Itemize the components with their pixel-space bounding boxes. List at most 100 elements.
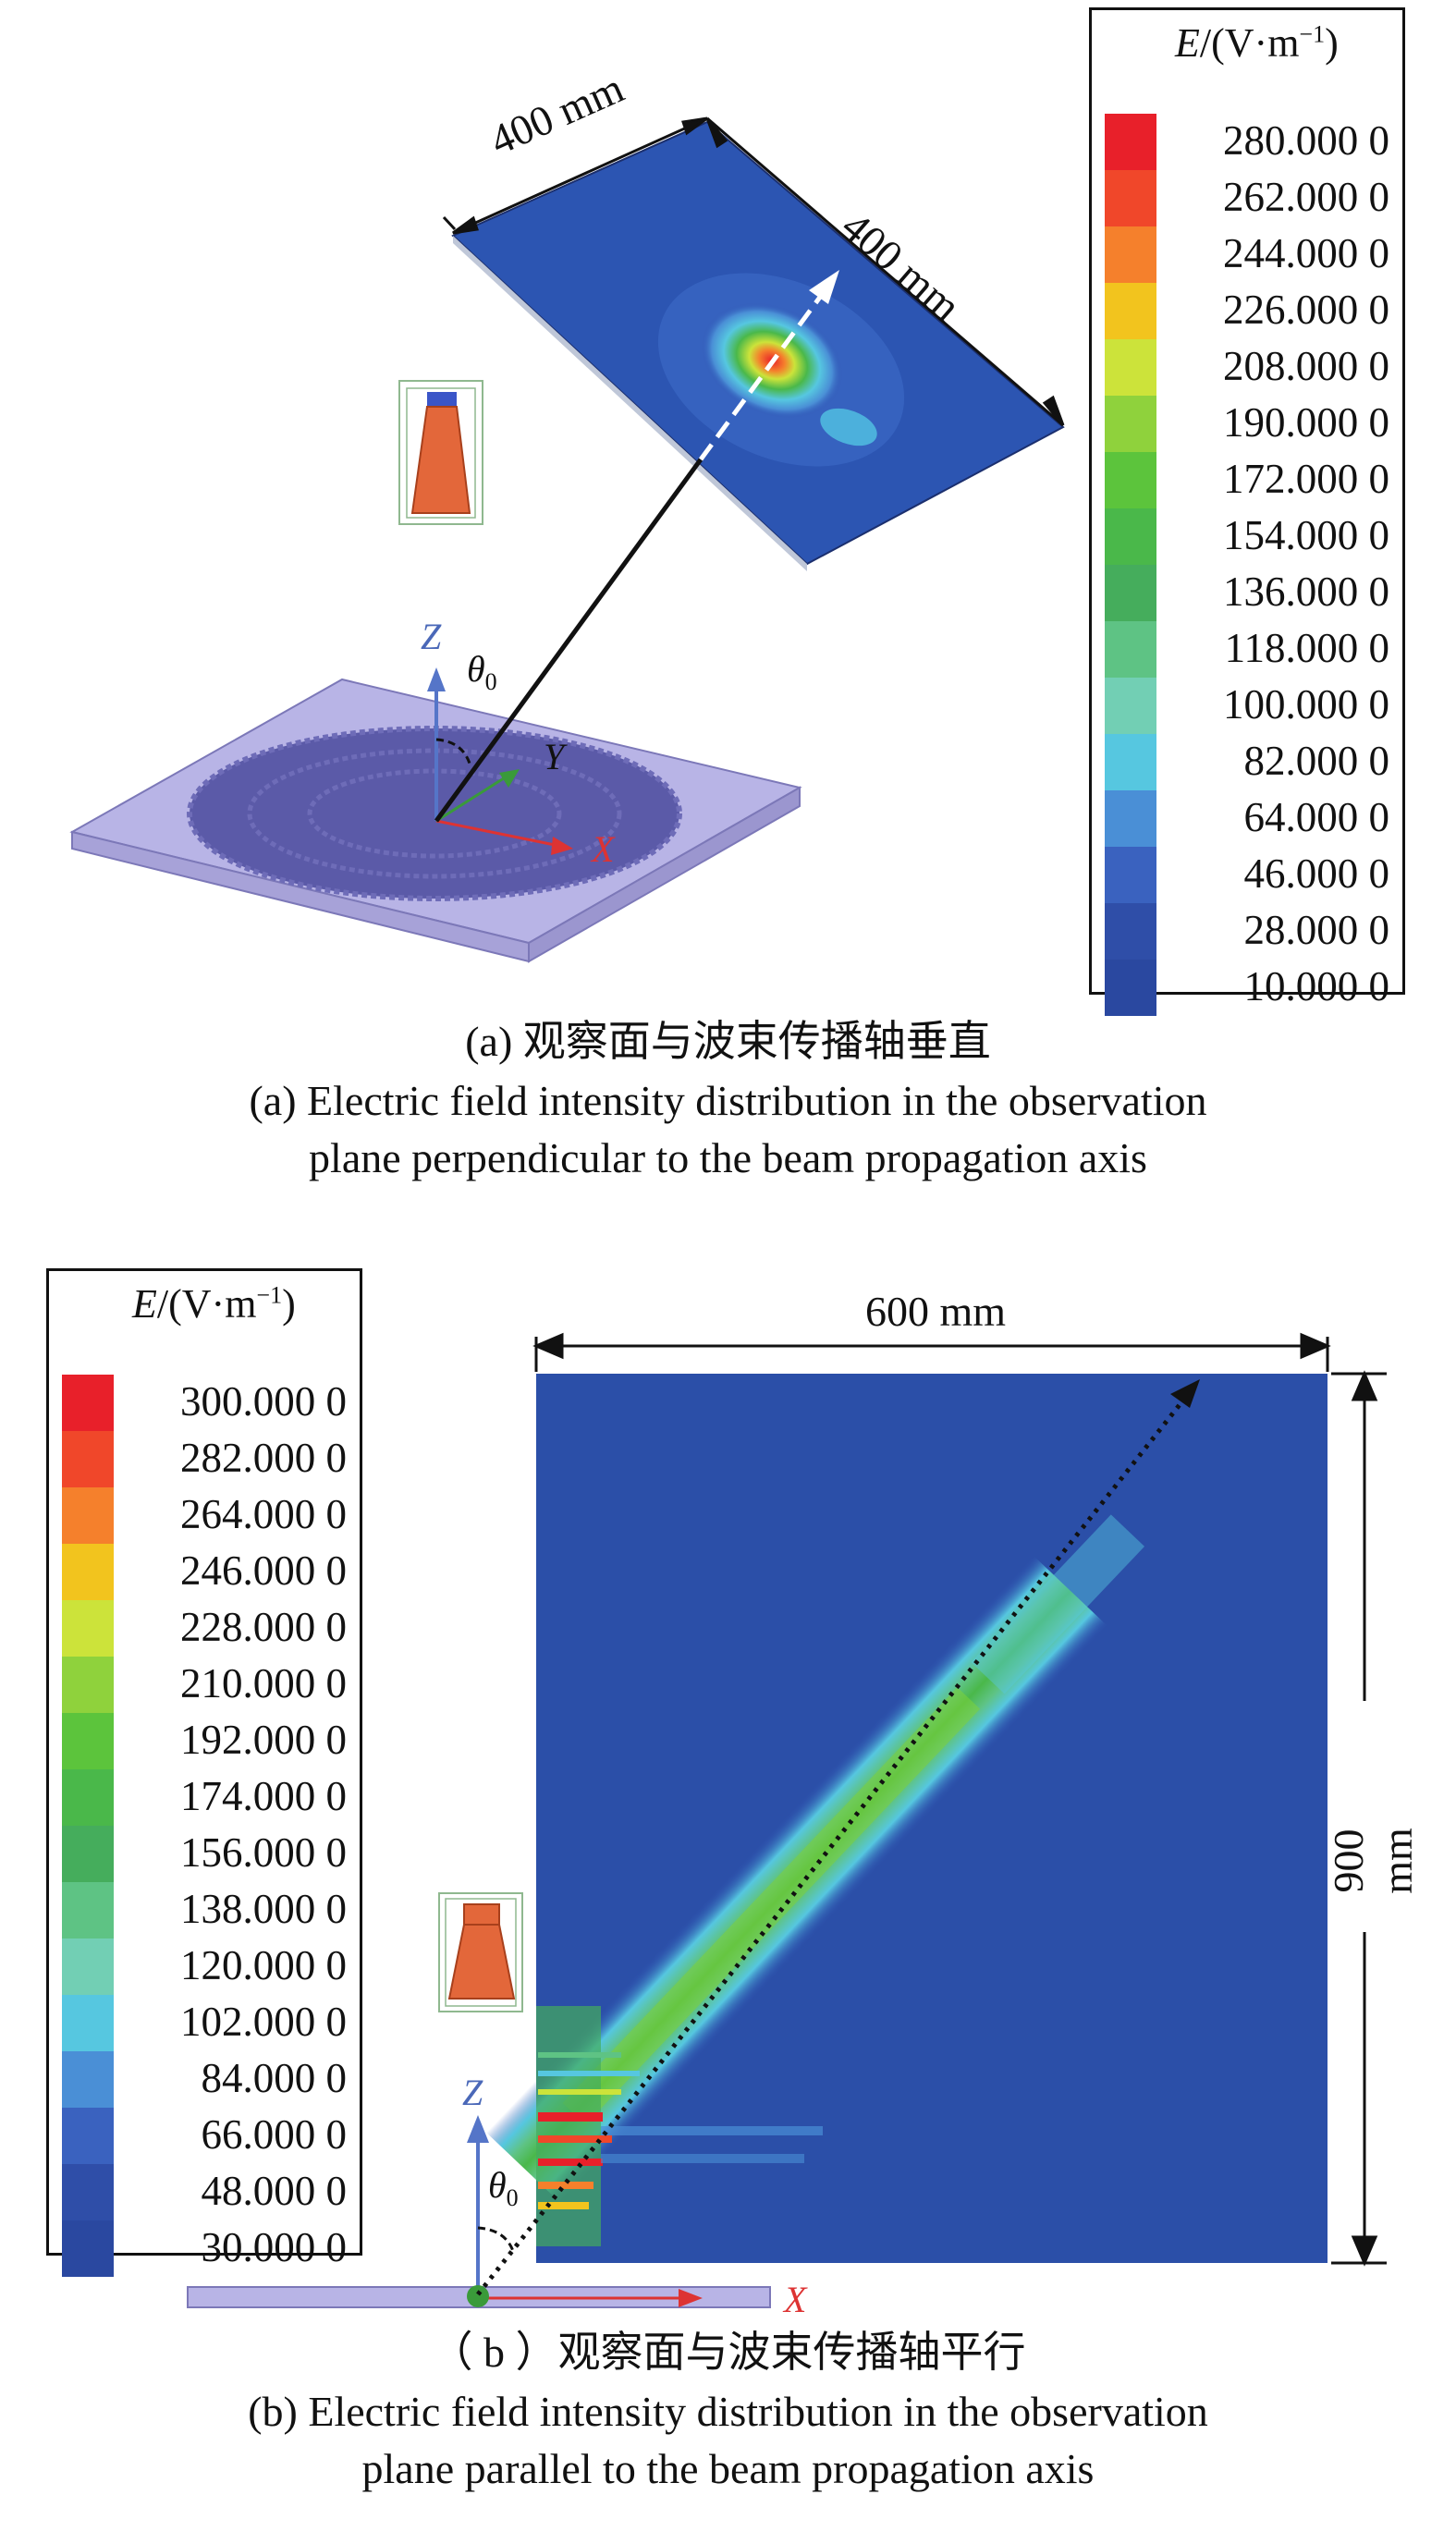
beam-arrowhead-a (809, 270, 839, 304)
caption-a-zh: (a) 观察面与波束传播轴垂直 (465, 1018, 991, 1065)
legend-a-tick-15: 10.000 0 (1243, 963, 1390, 1009)
legend-b-swatch-8 (62, 1826, 114, 1882)
legend-b-tick-5: 210.000 0 (180, 1660, 347, 1706)
dimension-right-b (1331, 1370, 1387, 2267)
legend-a-tick-10: 100.000 0 (1223, 681, 1389, 728)
legend-b-tick-2: 264.000 0 (180, 1491, 347, 1537)
theta-label-b: θ0 (488, 2164, 519, 2211)
caption-a-en-line2: plane perpendicular to the beam propagat… (309, 1134, 1147, 1181)
dimension-right-a (705, 116, 1065, 427)
panel-b-scene (187, 1332, 1387, 2308)
legend-a-tick-9: 118.000 0 (1224, 625, 1389, 671)
legend-a: E/(V·m−1) 280.000 0 262.000 0 244.000 0 226… (1089, 7, 1405, 1016)
legend-b-tick-14: 48.000 0 (201, 2168, 348, 2214)
dimension-top-label-b: 600 mm (865, 1288, 1007, 1335)
legend-b-swatch-4 (62, 1600, 114, 1657)
axis-x-label-b: X (784, 2279, 807, 2320)
legend-b-swatch-3 (62, 1544, 114, 1600)
legend-a-tick-7: 154.000 0 (1223, 512, 1389, 558)
legend-b-swatch-15 (62, 2220, 114, 2277)
legend-b-tick-6: 192.000 0 (180, 1717, 347, 1763)
legend-b-swatch-10 (62, 1939, 114, 1995)
observation-plane-b (536, 1374, 1328, 2263)
legend-a-tick-1: 262.000 0 (1223, 174, 1389, 220)
legend-b: E/(V·m−1) 300.000 0 282.000 0 264.000 0 246… (46, 1268, 362, 2277)
axis-z-label-a: Z (421, 616, 442, 657)
legend-a-tick-4: 208.000 0 (1223, 343, 1389, 389)
legend-a-swatch-11 (1105, 734, 1156, 790)
legend-a-tick-8: 136.000 0 (1223, 569, 1389, 615)
legend-a-swatch-13 (1105, 847, 1156, 903)
legend-title-a: E/(V·m−1) (1175, 20, 1339, 66)
axes-a (427, 667, 573, 855)
legend-b-tick-0: 300.000 0 (180, 1378, 347, 1425)
axes-b (467, 2115, 703, 2307)
beam-axis-b (476, 1396, 1187, 2296)
legend-a-swatch-2 (1105, 226, 1156, 283)
beam-arrowhead-b (1170, 1379, 1200, 1408)
legend-b-swatch-13 (62, 2108, 114, 2164)
legend-b-tick-15: 30.000 0 (201, 2224, 348, 2270)
legend-a-tick-5: 190.000 0 (1223, 399, 1389, 446)
field-sidelobe (820, 408, 877, 446)
legend-a-swatch-5 (1105, 396, 1156, 452)
axis-y-label-a: Y (544, 736, 565, 777)
legend-b-tick-1: 282.000 0 (180, 1435, 347, 1481)
beam-band-b (486, 1514, 1145, 2203)
legend-b-swatch-9 (62, 1882, 114, 1939)
legend-a-swatch-7 (1105, 508, 1156, 565)
near-field-stripes (536, 2006, 823, 2246)
legend-a-swatch-6 (1105, 452, 1156, 508)
legend-a-tick-6: 172.000 0 (1223, 456, 1389, 502)
legend-b-tick-10: 120.000 0 (180, 1942, 347, 1988)
legend-b-tick-8: 156.000 0 (180, 1829, 347, 1876)
legend-b-tick-3: 246.000 0 (180, 1547, 347, 1594)
legend-b-swatch-14 (62, 2164, 114, 2220)
legend-b-swatch-7 (62, 1769, 114, 1826)
dimension-top-b (532, 1332, 1331, 1372)
legend-a-tick-12: 64.000 0 (1243, 794, 1390, 840)
legend-a-swatch-15 (1105, 960, 1156, 1016)
legend-b-swatch-12 (62, 2051, 114, 2108)
theta-label-a: θ0 (467, 648, 497, 695)
horn-antenna-icon-a (398, 380, 483, 525)
beam-axis-a (434, 458, 704, 823)
legend-b-tick-7: 174.000 0 (180, 1773, 347, 1819)
legend-a-swatch-10 (1105, 678, 1156, 734)
legend-a-swatch-3 (1105, 283, 1156, 339)
legend-b-tick-12: 84.000 0 (201, 2055, 348, 2101)
legend-a-swatch-9 (1105, 621, 1156, 678)
legend-a-tick-13: 46.000 0 (1243, 850, 1390, 897)
legend-a-tick-14: 28.000 0 (1243, 907, 1390, 953)
axis-z-label-b: Z (462, 2072, 483, 2113)
legend-a-swatch-4 (1105, 339, 1156, 396)
axis-x-label-a: X (592, 828, 615, 870)
legend-a-tick-0: 280.000 0 (1223, 117, 1389, 164)
horn-antenna-icon-b (438, 1892, 523, 2012)
caption-b-en-line2: plane parallel to the beam propagation a… (361, 2445, 1095, 2492)
legend-b-tick-13: 66.000 0 (201, 2111, 348, 2158)
caption-b-zh: （ b ）观察面与波束传播轴平行 (430, 2329, 1026, 2376)
legend-b-swatch-6 (62, 1713, 114, 1769)
legend-a-tick-11: 82.000 0 (1243, 738, 1390, 784)
legend-b-swatch-0 (62, 1375, 114, 1431)
legend-a-swatch-8 (1105, 565, 1156, 621)
legend-a-tick-2: 244.000 0 (1223, 230, 1389, 276)
legend-b-swatch-1 (62, 1431, 114, 1487)
legend-b-tick-9: 138.000 0 (180, 1886, 347, 1932)
legend-a-tick-3: 226.000 0 (1223, 287, 1389, 333)
legend-b-swatch-5 (62, 1657, 114, 1713)
legend-b-swatch-11 (62, 1995, 114, 2051)
panel-a-scene (69, 116, 1065, 963)
legend-a-swatch-12 (1105, 790, 1156, 847)
dimension-right-label-b: 900 mm (1325, 1828, 1421, 1894)
legend-b-tick-4: 228.000 0 (180, 1604, 347, 1650)
dimension-top-a (442, 116, 708, 235)
legend-title-b: E/(V·m−1) (132, 1281, 296, 1327)
legend-a-swatch-0 (1105, 114, 1156, 170)
caption-b-en-line1: (b) Electric field intensity distributio… (248, 2388, 1208, 2435)
legend-b-tick-11: 102.000 0 (180, 1999, 347, 2045)
legend-a-swatch-1 (1105, 170, 1156, 226)
caption-a-en-line1: (a) Electric field intensity distributio… (249, 1077, 1207, 1124)
legend-a-swatch-14 (1105, 903, 1156, 960)
